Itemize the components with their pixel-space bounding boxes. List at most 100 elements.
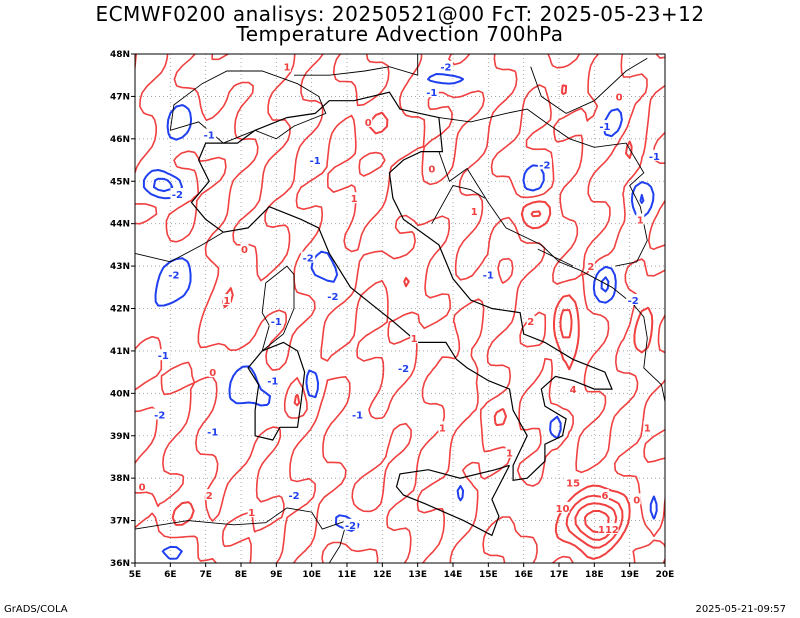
- contour-label-bg: [626, 294, 641, 306]
- contour-label: -2: [440, 63, 451, 74]
- negative-advection-contour: [142, 73, 658, 560]
- contour-label-bg: [600, 489, 609, 501]
- contour-label: 0: [633, 495, 640, 506]
- contour-label-bg: [205, 489, 214, 501]
- lat-tick-label: 38N: [110, 474, 130, 484]
- lat-tick-label: 37N: [110, 517, 130, 527]
- contour-label-bg: [170, 187, 185, 199]
- contour-label: 1: [471, 207, 478, 218]
- graticule: [135, 54, 665, 563]
- contour-label: 1: [439, 423, 446, 434]
- contour-label-bg: [350, 408, 365, 420]
- lat-tick-label: 43N: [110, 262, 130, 272]
- contour-label-bg: [647, 149, 662, 161]
- contour-label-bg: [287, 489, 301, 501]
- chart-title: ECMWF0200 analisys: 20250521@00 FcT: 202…: [95, 2, 705, 26]
- contour-label-bg: [364, 115, 373, 127]
- contour-label-bg: [202, 128, 217, 140]
- contour-label-bg: [470, 204, 479, 216]
- lat-tick-label: 47N: [110, 92, 130, 102]
- contour-label-bg: [152, 408, 167, 420]
- footer-software-label: GrADS/COLA: [4, 604, 68, 615]
- contour-label: 1: [411, 334, 418, 345]
- border-line: [530, 57, 648, 114]
- border-line: [438, 151, 665, 402]
- contour-label-bg: [396, 361, 411, 373]
- contour-label-bg: [555, 501, 570, 513]
- contour-label: -1: [207, 428, 218, 439]
- contour-label-bg: [247, 506, 256, 518]
- contour-label: -1: [204, 131, 215, 142]
- contour-label: -2: [172, 190, 183, 201]
- lon-tick-label: 8E: [235, 570, 247, 580]
- lat-tick-label: 40N: [110, 389, 130, 399]
- contour-label: -1: [271, 317, 282, 328]
- coastline: [247, 341, 306, 441]
- lat-tick-label: 41N: [110, 347, 130, 357]
- contour-label-bg: [205, 425, 220, 437]
- contour-label: -1: [649, 152, 660, 163]
- lat-tick-label: 44N: [110, 220, 130, 230]
- contour-label: 15: [566, 478, 580, 489]
- lat-tick-label: 36N: [110, 559, 130, 569]
- border-line: [537, 248, 574, 267]
- axis-ticks: 5E 6E 7E 8E 9E 10E 11E 12E 13E 14E 15E 16E 17E 18E 19E…: [110, 50, 674, 580]
- border-line: [286, 507, 348, 563]
- contour-label: 1: [637, 215, 644, 226]
- contour-label: -1: [267, 377, 278, 388]
- lon-tick-label: 6E: [164, 570, 176, 580]
- positive-advection-contour: [135, 54, 665, 563]
- border-line: [261, 265, 295, 352]
- lon-tick-label: 19E: [620, 570, 639, 580]
- contour-label: -2: [288, 491, 299, 502]
- contour-label: -1: [352, 411, 363, 422]
- contour-label-bg: [325, 289, 340, 301]
- contour-label: -1: [310, 156, 321, 167]
- contour-label: 0: [616, 92, 623, 103]
- contour-label-bg: [632, 493, 641, 505]
- contour-label: -2: [327, 292, 338, 303]
- border-line: [431, 184, 486, 224]
- contour-label-bg: [156, 349, 171, 361]
- contour-label: -2: [154, 411, 165, 422]
- positive-advection-contour: [530, 210, 624, 549]
- lon-tick-label: 9E: [270, 570, 282, 580]
- contour-label-bg: [301, 251, 316, 263]
- contour-label: 2: [206, 491, 213, 502]
- contour-label-bg: [138, 480, 147, 492]
- lon-tick-label: 12E: [373, 570, 392, 580]
- lon-tick-label: 16E: [514, 570, 533, 580]
- chart-subtitle: Temperature Advection 700hPa: [236, 22, 564, 46]
- contour-label: -1: [426, 88, 437, 99]
- contour-label: -2: [345, 521, 356, 532]
- contour-label: 1: [283, 63, 290, 74]
- contour-label: -1: [599, 122, 610, 133]
- contour-label: 2: [587, 262, 594, 273]
- contour-label: 0: [428, 165, 435, 176]
- lon-tick-label: 11E: [338, 570, 357, 580]
- contour-label: 0: [209, 368, 216, 379]
- contour-label-bg: [615, 90, 624, 102]
- contour-label: 6: [601, 491, 608, 502]
- border-line: [135, 507, 288, 530]
- lat-tick-label: 45N: [110, 177, 130, 187]
- lat-tick-label: 39N: [110, 432, 130, 442]
- contour-label: -2: [628, 296, 639, 307]
- contour-label-bg: [308, 154, 323, 166]
- contour-label-bg: [597, 120, 612, 132]
- contour-label: 112: [598, 525, 619, 536]
- contour-label-bg: [643, 421, 652, 433]
- border-line: [135, 231, 224, 263]
- contour-label-bg: [526, 315, 535, 327]
- contour-label-bg: [636, 213, 645, 225]
- contour-label: 1: [223, 296, 230, 307]
- contour-label: 0: [241, 245, 248, 256]
- contour-label-bg: [350, 192, 359, 204]
- contour-label-bg: [427, 162, 436, 174]
- contour-label-bg: [222, 294, 231, 306]
- footer-timestamp: 2025-05-21-09:57: [695, 604, 786, 615]
- contour-label-bg: [481, 268, 496, 280]
- contour-label-bg: [343, 518, 358, 530]
- border-line: [438, 108, 648, 267]
